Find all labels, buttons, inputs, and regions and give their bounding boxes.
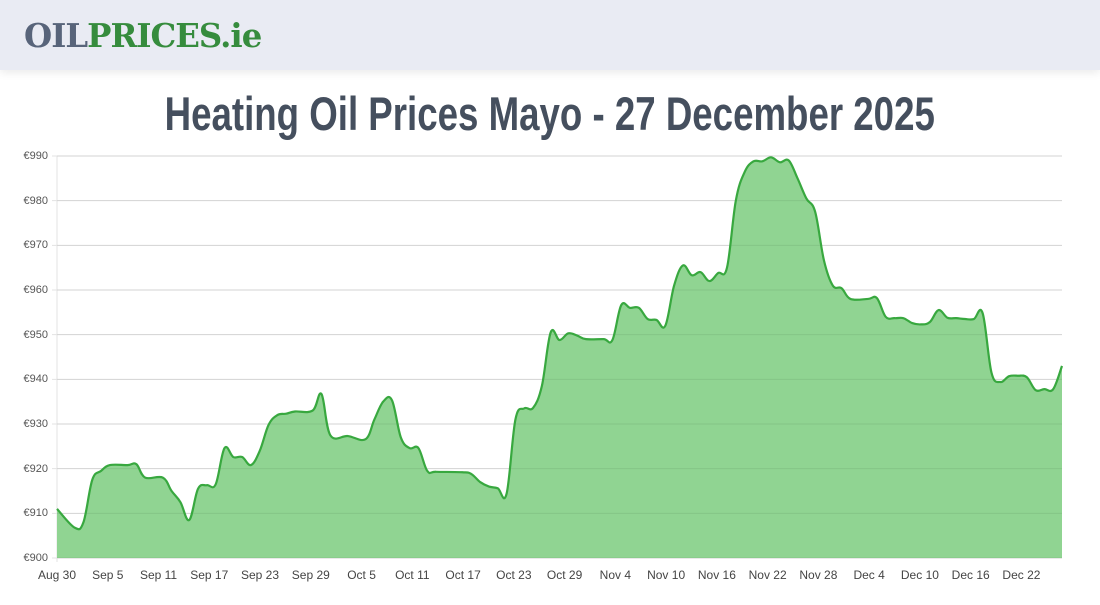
page-title: Heating Oil Prices Mayo - 27 December 20… <box>0 84 1100 144</box>
x-tick-label: Sep 29 <box>291 568 330 582</box>
x-tick-label: Dec 16 <box>951 568 990 582</box>
y-tick-label: €900 <box>23 552 48 564</box>
x-tick-label: Oct 5 <box>347 568 376 582</box>
y-tick-label: €980 <box>23 194 48 207</box>
x-tick-label: Sep 5 <box>92 568 124 582</box>
y-tick-label: €930 <box>23 418 48 430</box>
x-tick-label: Sep 23 <box>241 568 280 582</box>
y-tick-label: €910 <box>23 507 48 520</box>
y-tick-label: €920 <box>23 462 48 475</box>
site-logo[interactable]: OILPRICES.ie <box>24 16 262 56</box>
x-tick-label: Dec 10 <box>900 568 939 582</box>
site-header: OILPRICES.ie <box>0 0 1100 70</box>
x-tick-label: Nov 10 <box>647 568 686 582</box>
page-title-text: Heating Oil Prices Mayo - 27 December 20… <box>164 87 936 140</box>
x-tick-label: Nov 4 <box>599 568 632 582</box>
y-tick-label: €960 <box>23 284 48 296</box>
x-tick-label: Nov 22 <box>748 568 787 582</box>
x-tick-label: Oct 11 <box>395 568 430 582</box>
y-tick-label: €970 <box>23 239 48 252</box>
price-line <box>56 156 1064 531</box>
x-tick-label: Aug 30 <box>37 568 77 582</box>
x-tick-label: Dec 4 <box>853 568 885 582</box>
logo-text-prices: PRICES.ie <box>87 16 262 55</box>
x-tick-label: Oct 29 <box>546 568 583 582</box>
x-tick-label: Nov 16 <box>697 568 736 582</box>
price-area-fill <box>57 157 1062 558</box>
x-tick-label: Oct 23 <box>496 568 532 582</box>
y-tick-label: €950 <box>23 328 48 341</box>
x-tick-label: Oct 17 <box>445 568 481 582</box>
y-tick-label: €990 <box>23 150 48 162</box>
y-tick-label: €940 <box>23 373 48 386</box>
logo-text-oil: OIL <box>24 16 88 55</box>
x-tick-label: Sep 17 <box>190 568 229 582</box>
x-tick-label: Dec 22 <box>1002 568 1041 582</box>
x-tick-label: Sep 11 <box>139 568 178 582</box>
x-tick-label: Nov 28 <box>799 568 838 582</box>
